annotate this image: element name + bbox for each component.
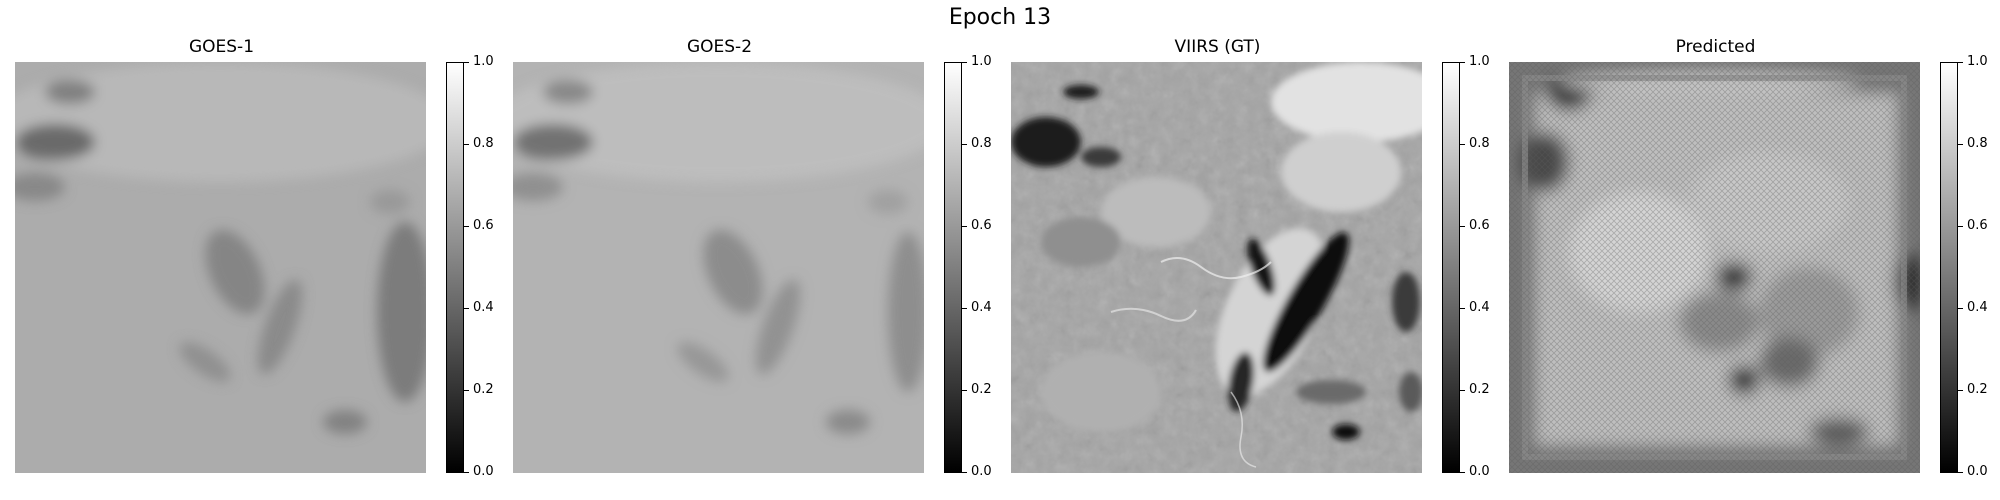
heatmap-goes1 (15, 62, 426, 473)
colorbar-goes2 (944, 62, 962, 473)
colorbar-tick-label: 0.2 (1469, 382, 1490, 397)
colorbar-tick-label: 0.0 (473, 464, 494, 479)
heatmap-goes2 (513, 62, 924, 473)
panel-title-viirs: VIIRS (GT) (1174, 37, 1261, 57)
colorbar-tick-label: 0.0 (1967, 464, 1988, 479)
colorbar-tick-label: 0.6 (971, 218, 992, 233)
colorbar-predicted (1940, 62, 1958, 473)
figure-title: Epoch 13 (948, 5, 1052, 30)
colorbar-tick-label: 0.6 (1469, 218, 1490, 233)
colorbar-tick-label: 0.2 (971, 382, 992, 397)
colorbar-tick-label: 0.6 (473, 218, 494, 233)
panel-title-predicted: Predicted (1675, 37, 1756, 57)
heatmap-viirs-gt (1011, 62, 1422, 473)
heatmap-predicted (1509, 62, 1920, 473)
colorbar-tick-label: 0.8 (1469, 136, 1490, 151)
colorbar-tick-label: 1.0 (1967, 54, 1988, 69)
colorbar-tick-label: 1.0 (1469, 54, 1490, 69)
panel-title-goes2: GOES-2 (686, 37, 753, 57)
colorbar-tick-label: 0.4 (1469, 300, 1490, 315)
colorbar-tick-label: 0.0 (1469, 464, 1490, 479)
panel-title-goes1: GOES-1 (188, 37, 255, 57)
colorbar-tick-label: 0.2 (473, 382, 494, 397)
colorbar-tick-label: 0.4 (971, 300, 992, 315)
colorbar-tick-label: 0.8 (1967, 136, 1988, 151)
colorbar-goes1 (446, 62, 464, 473)
colorbar-tick-label: 1.0 (473, 54, 494, 69)
colorbar-tick-label: 0.4 (1967, 300, 1988, 315)
colorbar-tick-label: 0.0 (971, 464, 992, 479)
colorbar-tick-label: 0.2 (1967, 382, 1988, 397)
colorbar-tick-label: 0.8 (971, 136, 992, 151)
colorbar-tick-label: 1.0 (971, 54, 992, 69)
colorbar-tick-label: 0.8 (473, 136, 494, 151)
colorbar-viirs-gt (1442, 62, 1460, 473)
colorbar-tick-label: 0.6 (1967, 218, 1988, 233)
colorbar-tick-label: 0.4 (473, 300, 494, 315)
